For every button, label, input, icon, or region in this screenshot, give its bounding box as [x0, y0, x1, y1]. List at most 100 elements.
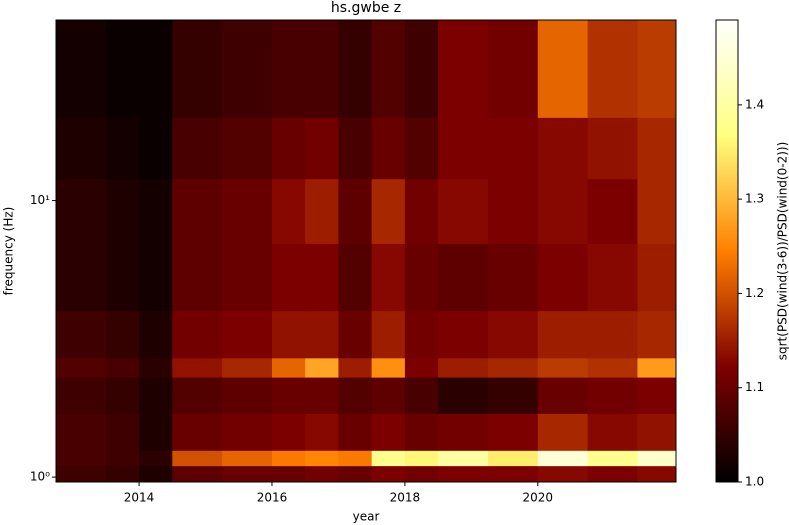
heatmap-cell	[637, 450, 677, 467]
heatmap-cell	[338, 377, 373, 414]
colorbar-tick-label: 1.2	[745, 286, 764, 300]
heatmap-cell	[105, 377, 140, 414]
heatmap-cell	[438, 20, 489, 118]
heatmap-cell	[637, 465, 677, 483]
heatmap-cell	[305, 310, 339, 359]
heatmap-cell	[105, 465, 140, 483]
heatmap-cell	[222, 450, 273, 467]
heatmap-cell	[338, 310, 373, 359]
heatmap-cell	[371, 450, 406, 467]
heatmap-cell	[371, 243, 406, 312]
heatmap-cell	[139, 310, 173, 359]
heatmap-cell	[222, 357, 273, 378]
heatmap-cell	[222, 413, 273, 451]
heatmap-cell	[271, 243, 306, 312]
heatmap-cell	[305, 20, 339, 118]
heatmap-cell	[56, 450, 107, 467]
heatmap-cell	[438, 377, 489, 414]
plot-frame	[55, 19, 677, 483]
heatmap-cell	[438, 357, 489, 378]
heatmap-cell	[305, 178, 339, 244]
heatmap-cell	[487, 20, 539, 118]
heatmap-cell	[637, 20, 677, 118]
x-tick-label: 2020	[523, 491, 554, 505]
heatmap-cell	[222, 178, 273, 244]
heatmap-cell	[587, 357, 638, 378]
heatmap-cell	[56, 117, 107, 180]
heatmap-cell	[587, 413, 638, 451]
heatmap-cell	[438, 450, 489, 467]
heatmap-cell	[139, 377, 173, 414]
heatmap-cell	[637, 178, 677, 244]
heatmap-cell	[487, 357, 539, 378]
heatmap-cell	[338, 243, 373, 312]
heatmap-cell	[338, 450, 373, 467]
heatmap-cell	[222, 465, 273, 483]
heatmap-cell	[172, 243, 223, 312]
y-axis-label: frequency (Hz)	[2, 207, 16, 296]
heatmap-cell	[305, 357, 339, 378]
heatmap-cell	[271, 377, 306, 414]
heatmap-cell	[587, 243, 638, 312]
heatmap	[56, 20, 677, 483]
heatmap-cell	[56, 310, 107, 359]
heatmap-cell	[487, 310, 539, 359]
heatmap-cell	[305, 450, 339, 467]
heatmap-cell	[404, 377, 439, 414]
colorbar-label: sqrt(PSD(wind(3-6))/PSD(wind(0-2)))	[776, 142, 789, 361]
heatmap-cell	[404, 310, 439, 359]
heatmap-cell	[371, 117, 406, 180]
heatmap-cell	[438, 243, 489, 312]
heatmap-cell	[338, 117, 373, 180]
heatmap-cell	[222, 20, 273, 118]
heatmap-cell	[338, 178, 373, 244]
heatmap-cell	[139, 117, 173, 180]
heatmap-cell	[487, 178, 539, 244]
colorbar-tick-label: 1.0	[745, 475, 764, 489]
heatmap-cell	[587, 20, 638, 118]
heatmap-cell	[371, 413, 406, 451]
heatmap-cell	[537, 450, 589, 467]
heatmap-cell	[105, 243, 140, 312]
heatmap-cell	[139, 20, 173, 118]
heatmap-cell	[371, 377, 406, 414]
heatmap-cell	[105, 357, 140, 378]
heatmap-cell	[271, 310, 306, 359]
heatmap-cell	[438, 117, 489, 180]
colorbar-tick-label: 1.1	[745, 380, 764, 394]
heatmap-cell	[172, 20, 223, 118]
heatmap-cell	[587, 117, 638, 180]
heatmap-cell	[587, 450, 638, 467]
x-tick-label: 2018	[390, 491, 421, 505]
y-tick-label: 10⁰	[30, 470, 50, 484]
heatmap-cell	[222, 117, 273, 180]
heatmap-cell	[487, 117, 539, 180]
heatmap-cell	[338, 413, 373, 451]
heatmap-cell	[305, 413, 339, 451]
heatmap-cell	[438, 465, 489, 483]
heatmap-cell	[587, 465, 638, 483]
heatmap-cell	[338, 357, 373, 378]
heatmap-cell	[271, 465, 306, 483]
heatmap-cell	[637, 377, 677, 414]
heatmap-cell	[172, 465, 223, 483]
heatmap-cell	[56, 413, 107, 451]
heatmap-cell	[222, 310, 273, 359]
x-tick-label: 2016	[257, 491, 288, 505]
heatmap-cell	[172, 450, 223, 467]
heatmap-cell	[587, 377, 638, 414]
heatmap-cell	[404, 117, 439, 180]
x-axis-label: year	[353, 510, 380, 524]
heatmap-cell	[637, 310, 677, 359]
colorbar-tick-label: 1.4	[745, 97, 764, 111]
heatmap-cell	[172, 117, 223, 180]
heatmap-cell	[404, 413, 439, 451]
heatmap-cell	[271, 20, 306, 118]
x-tick-label: 2014	[124, 491, 155, 505]
heatmap-cell	[105, 117, 140, 180]
heatmap-cell	[537, 310, 589, 359]
heatmap-cell	[139, 413, 173, 451]
heatmap-cell	[139, 243, 173, 312]
heatmap-cell	[587, 310, 638, 359]
heatmap-cell	[487, 377, 539, 414]
